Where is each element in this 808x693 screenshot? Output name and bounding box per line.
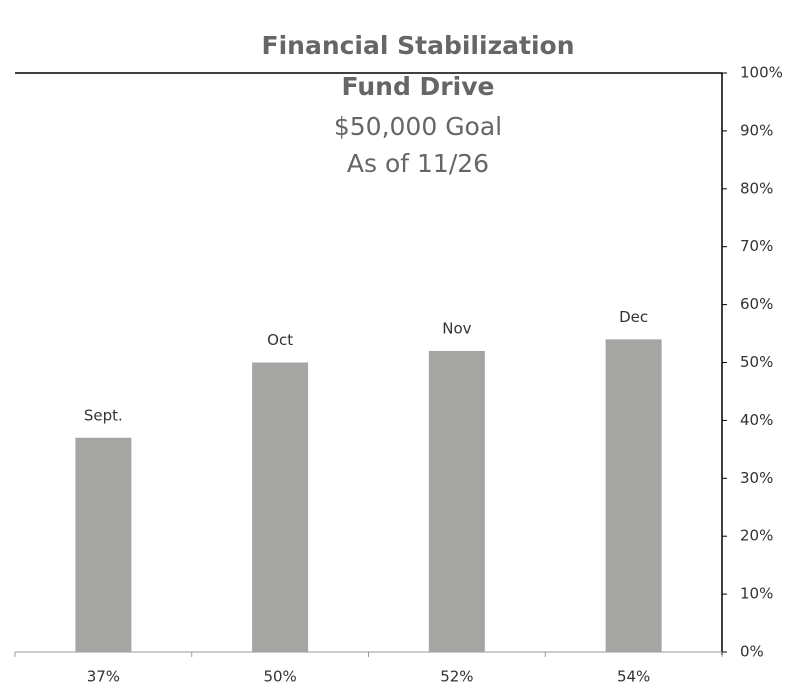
y-tick-label: 70% bbox=[740, 237, 773, 255]
bar bbox=[605, 339, 662, 652]
value-label: 37% bbox=[87, 668, 120, 686]
category-label: Nov bbox=[442, 319, 471, 337]
y-tick-label: 80% bbox=[740, 179, 773, 197]
value-label: 50% bbox=[263, 668, 296, 686]
chart-subtitle: As of 11/26 bbox=[347, 149, 489, 178]
y-tick-label: 50% bbox=[740, 353, 773, 371]
category-label: Dec bbox=[619, 308, 648, 326]
y-tick-label: 0% bbox=[740, 643, 764, 661]
chart-subtitle: $50,000 Goal bbox=[334, 112, 502, 141]
category-label: Oct bbox=[267, 331, 293, 349]
bar bbox=[428, 350, 485, 652]
y-tick-label: 20% bbox=[740, 527, 773, 545]
bar bbox=[252, 362, 309, 652]
y-tick-label: 100% bbox=[740, 64, 783, 82]
chart-title: Fund Drive bbox=[342, 72, 495, 101]
category-label: Sept. bbox=[84, 406, 123, 424]
chart-title: Financial Stabilization bbox=[262, 31, 575, 60]
y-tick-label: 30% bbox=[740, 469, 773, 487]
y-tick-label: 90% bbox=[740, 121, 773, 139]
value-label: 54% bbox=[617, 668, 650, 686]
y-tick-label: 60% bbox=[740, 295, 773, 313]
y-tick-label: 40% bbox=[740, 411, 773, 429]
y-tick-label: 10% bbox=[740, 585, 773, 603]
value-label: 52% bbox=[440, 668, 473, 686]
bar bbox=[75, 437, 132, 652]
